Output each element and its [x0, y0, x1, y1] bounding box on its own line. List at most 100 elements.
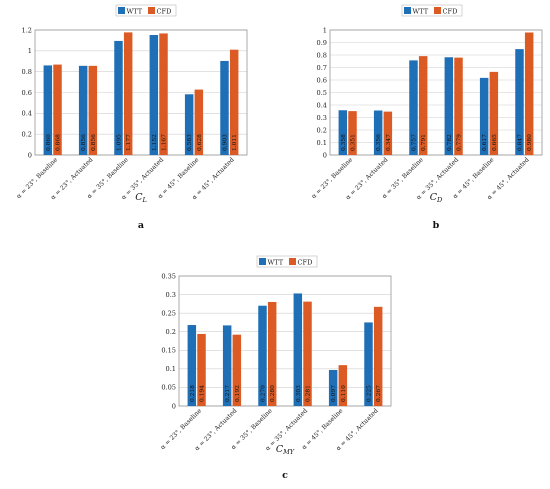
bar-wtt: [364, 322, 373, 406]
y-tick-label: 0.1: [317, 139, 328, 147]
bar-wtt: [258, 305, 267, 406]
data-label: 0.665: [492, 134, 498, 151]
data-label: 0.860: [46, 134, 52, 151]
data-label: 0.757: [411, 134, 417, 151]
y-tick-label: 0.7: [317, 64, 328, 72]
data-label: 0.779: [457, 134, 463, 151]
bar-cfd: [454, 57, 463, 155]
y-tick-label: 0: [28, 151, 32, 159]
data-label: 0.351: [351, 134, 357, 151]
chart-panel-b: 00.10.20.30.40.50.60.70.80.910.358 0.351α…: [310, 4, 543, 231]
y-tick-label: 0.3: [166, 291, 177, 299]
data-label: 0.218: [190, 385, 196, 402]
legend-box: [401, 4, 463, 17]
bar-cfd: [338, 365, 348, 406]
y-tick-label: 0: [172, 402, 176, 410]
bar-cfd: [373, 306, 383, 406]
bar-wtt: [515, 49, 524, 155]
x-axis-title: CD: [430, 192, 443, 204]
bar-cfd: [53, 64, 62, 155]
y-tick-label: 0.05: [161, 384, 176, 392]
bar-wtt: [78, 65, 88, 155]
data-label: 0.303: [296, 385, 302, 402]
bar-cfd: [383, 111, 393, 155]
legend-swatch: [148, 7, 155, 14]
legend-swatch: [434, 7, 441, 14]
y-tick-label: 1: [28, 47, 32, 55]
legend-swatch: [289, 258, 296, 265]
y-tick-label: 0.4: [317, 101, 328, 109]
data-label: 0.280: [270, 385, 276, 402]
data-label: 0.110: [341, 385, 347, 402]
y-tick-label: 0.2: [22, 130, 33, 138]
y-tick-label: 0.8: [22, 68, 33, 76]
y-tick-label: 0.6: [317, 76, 328, 84]
bar-cfd: [123, 32, 133, 156]
data-label: 0.617: [482, 134, 488, 151]
bar-wtt: [479, 77, 489, 155]
data-label: 1.177: [126, 134, 132, 151]
bar-cfd: [88, 65, 98, 155]
legend-label: CFD: [157, 8, 172, 16]
data-label: 1.152: [152, 134, 158, 151]
bar-wtt: [184, 94, 194, 155]
data-label: 0.791: [421, 134, 427, 151]
data-label: 0.868: [56, 134, 62, 151]
panel-label: a: [138, 220, 144, 231]
legend-box: [256, 255, 318, 268]
legend-label: CFD: [298, 259, 313, 267]
y-tick-label: 0.9: [317, 39, 328, 47]
data-label: 0.192: [235, 385, 241, 402]
data-label: 0.270: [260, 385, 266, 402]
data-label: 1.011: [232, 134, 238, 151]
data-label: 0.628: [197, 134, 203, 151]
legend: WTT CFD: [401, 4, 463, 17]
panel-label: b: [433, 220, 440, 231]
data-label: 0.583: [187, 134, 193, 151]
bar-cfd: [524, 32, 534, 155]
y-tick-label: 1.2: [22, 26, 33, 34]
legend-swatch: [259, 258, 266, 265]
legend: WTT CFD: [115, 4, 177, 17]
y-tick-label: 0.2: [317, 126, 328, 134]
data-label: 0.358: [341, 134, 347, 151]
y-tick-label: 0.6: [22, 89, 33, 97]
y-tick-label: 1: [323, 26, 327, 34]
data-label: 0.194: [200, 385, 206, 402]
legend: WTT CFD: [256, 255, 318, 268]
bar-wtt: [187, 325, 197, 406]
bar-wtt: [373, 110, 383, 155]
data-label: 0.225: [366, 385, 372, 402]
y-tick-label: 0.2: [166, 328, 177, 336]
bar-cfd: [418, 56, 428, 155]
data-label: 0.782: [447, 134, 453, 151]
bar-wtt: [409, 60, 418, 155]
y-tick-label: 0.3: [317, 114, 328, 122]
bar-wtt: [114, 40, 123, 155]
plot-frame: [329, 29, 543, 156]
data-label: 0.980: [527, 134, 533, 151]
bar-cfd: [197, 333, 206, 406]
legend-box: [115, 4, 177, 17]
data-label: 0.347: [386, 134, 392, 151]
x-axis-title: CMY: [276, 444, 295, 456]
plot-frame: [34, 29, 248, 156]
bar-cfd: [229, 49, 239, 155]
bar-wtt: [293, 293, 303, 406]
bar-wtt: [222, 325, 232, 406]
data-label: 0.903: [222, 134, 228, 151]
bar-cfd: [489, 71, 499, 155]
bar-cfd: [194, 89, 204, 155]
data-label: 0.267: [376, 385, 382, 402]
legend-label: WTT: [127, 8, 143, 16]
y-tick-label: 0.35: [161, 272, 176, 280]
data-label: 0.856: [91, 134, 97, 151]
bar-wtt: [328, 369, 338, 406]
bar-cfd: [348, 111, 357, 155]
bar-wtt: [220, 60, 229, 155]
data-label: 0.356: [376, 134, 382, 151]
bar-cfd: [232, 334, 242, 406]
bar-wtt: [43, 65, 53, 155]
data-label: 0.281: [306, 385, 312, 402]
